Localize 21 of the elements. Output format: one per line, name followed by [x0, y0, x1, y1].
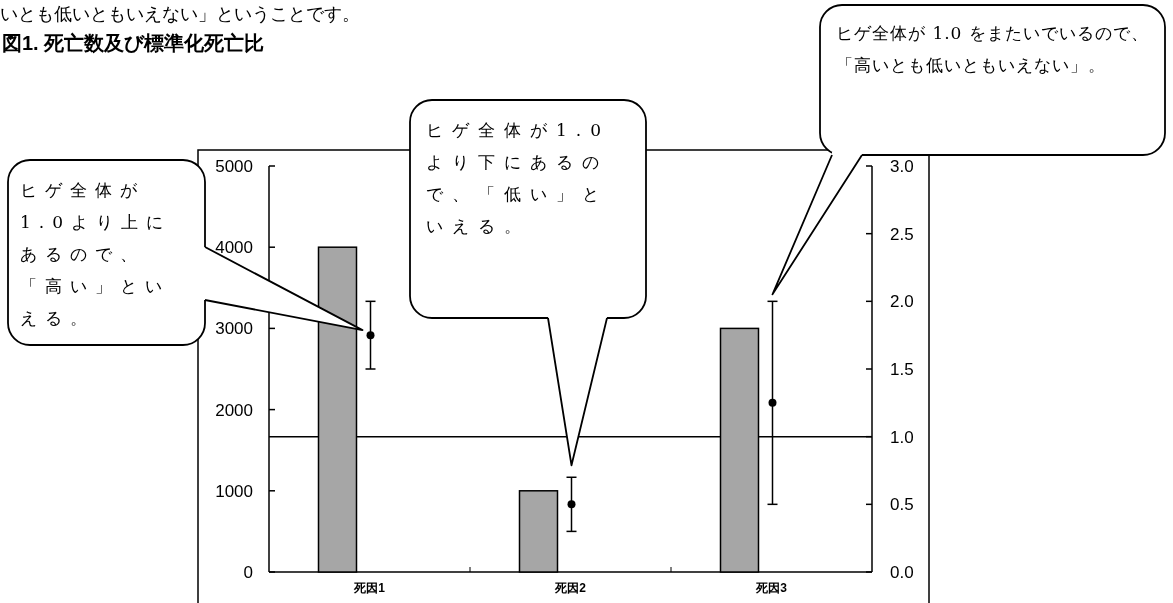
x-tick-label: 死因2: [554, 581, 587, 595]
y2-tick-label: 2.0: [890, 292, 914, 312]
y-tick-label: 2000: [215, 400, 253, 420]
y-tick-label: 5000: [215, 157, 253, 176]
y-tick-label: 3000: [215, 319, 253, 339]
y-tick-label: 1000: [215, 481, 253, 501]
text: いとも低いともいえない」ということです。: [0, 3, 360, 24]
y2-tick-label: 0.0: [890, 563, 914, 582]
text: ヒゲ全体が 1.0 をまたいでいるので、「高いとも低いともいえない」。: [835, 22, 1150, 77]
text: ヒゲ全体が1.0より上にあるので、「高い」といえる。: [8, 160, 205, 348]
y-tick-label: 4000: [215, 238, 253, 258]
y2-tick-label: 0.5: [890, 495, 914, 515]
y2-tick-label: 2.5: [890, 224, 914, 244]
annotation: ヒゲ全体が1.0より下にあるので、「低い」といえる。: [425, 119, 612, 238]
y2-tick-label: 3.0: [890, 157, 914, 176]
y2-tick-label: 1.0: [890, 427, 914, 447]
x-tick-label: 死因1: [353, 581, 386, 595]
y2-tick-label: 1.5: [890, 360, 914, 379]
chart-title: 図1. 死亡数及び標準化死亡比: [2, 32, 265, 54]
y-tick-label: 0: [243, 563, 253, 582]
x-tick-label: 死因3: [755, 581, 788, 595]
